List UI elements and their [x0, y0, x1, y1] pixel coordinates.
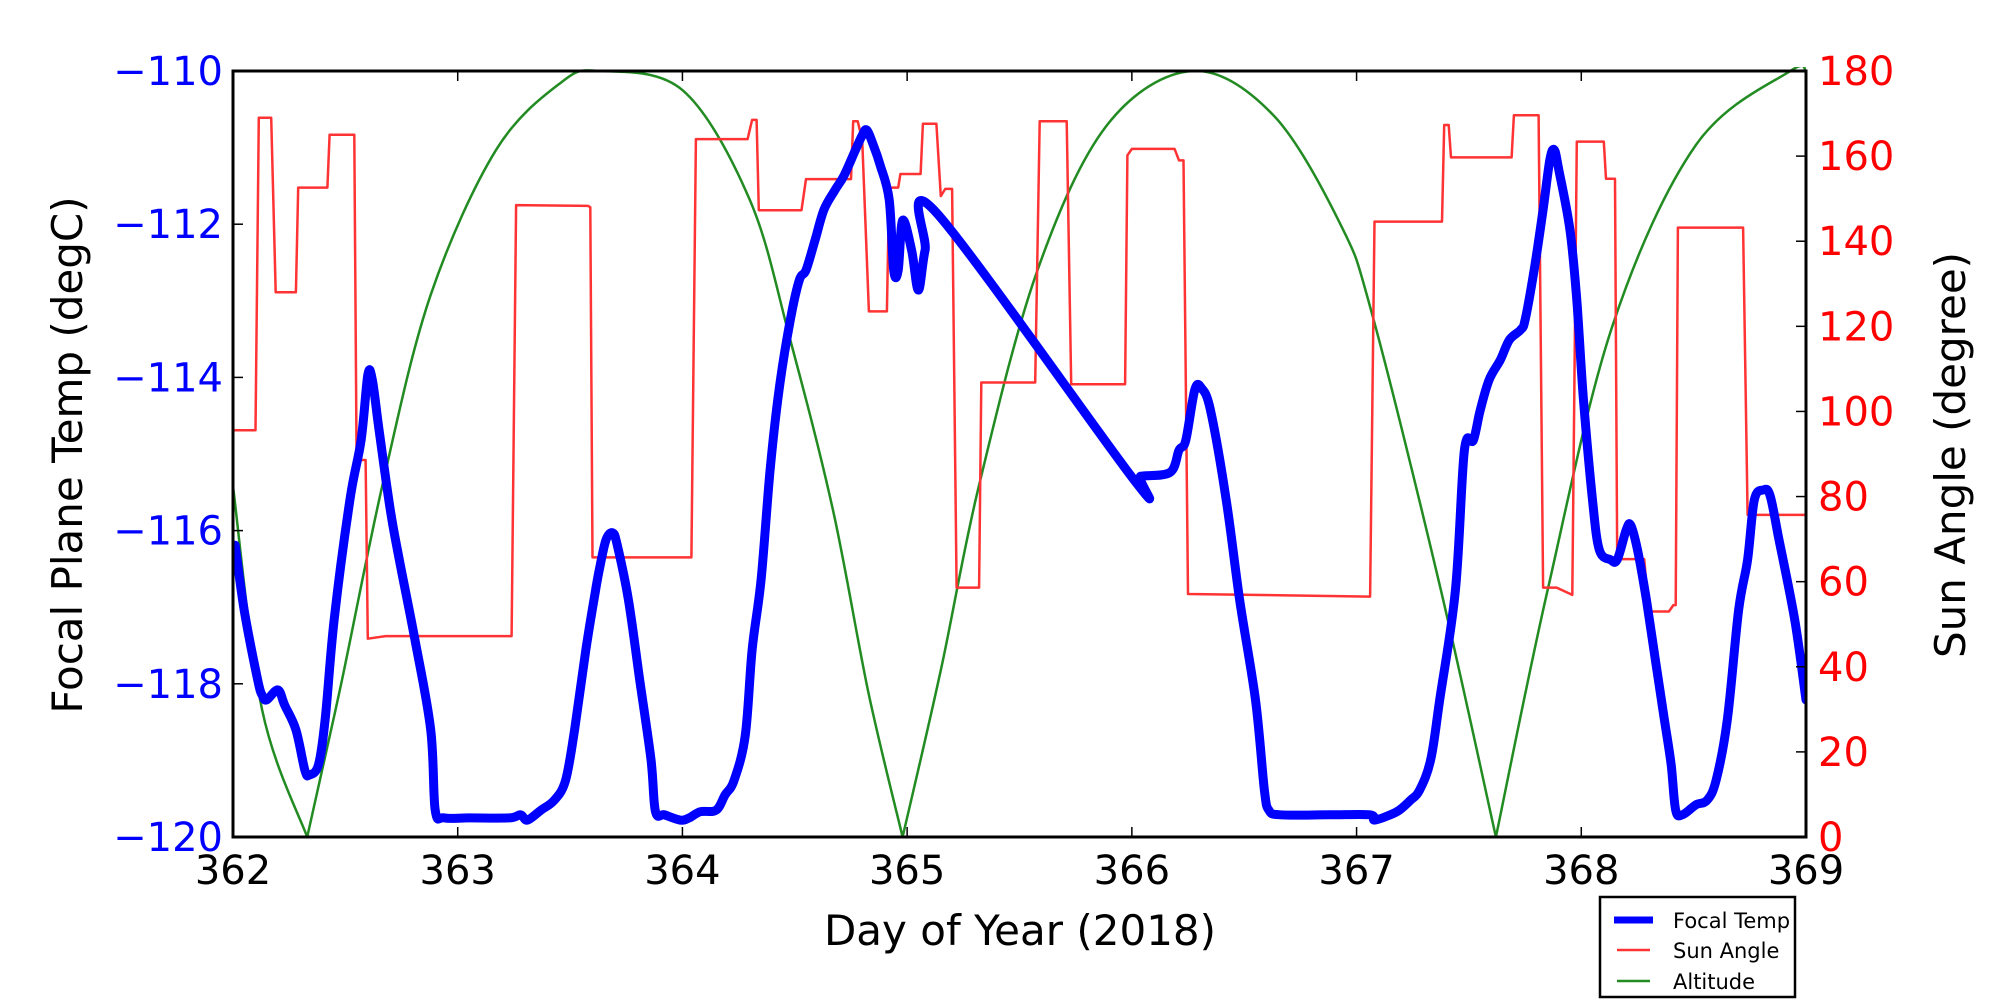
- y-tick-label-right: 140: [1818, 219, 1894, 265]
- y-tick-label-right: 180: [1818, 49, 1894, 95]
- series-layer: [233, 67, 1806, 839]
- legend-label-altitude: Altitude: [1673, 970, 1755, 994]
- y-tick-label-right: 60: [1818, 560, 1869, 606]
- legend: Focal Temp Sun Angle Altitude: [1598, 895, 1797, 999]
- y-axis-label-left: Focal Plane Temp (degC): [43, 196, 92, 713]
- plot-frame: [231, 69, 1808, 839]
- x-tick-label: 367: [1318, 848, 1394, 894]
- legend-label-sun-angle: Sun Angle: [1673, 939, 1779, 963]
- ticks-layer: 362 363 364 365 366 367 368 369 −120 −118 −116 −114…: [113, 49, 1894, 894]
- y-tick-label-right: 40: [1818, 645, 1869, 691]
- x-tick-label: 366: [1094, 848, 1170, 894]
- y-tick-label-left: −116: [113, 509, 223, 555]
- y-tick-label-right: 100: [1818, 389, 1894, 435]
- x-tick-label: 368: [1543, 848, 1619, 894]
- legend-label-focal-temp: Focal Temp: [1673, 909, 1790, 933]
- series-line-focal-temp: [233, 125, 1806, 825]
- x-tick-label: 363: [420, 848, 496, 894]
- x-axis-label: Day of Year (2018): [824, 906, 1216, 955]
- y-tick-label-left: −114: [113, 355, 223, 401]
- x-tick-label: 365: [869, 848, 945, 894]
- y-tick-label-right: 20: [1818, 730, 1869, 776]
- y-tick-label-right: 160: [1818, 134, 1894, 180]
- y-tick-label-left: −110: [113, 49, 223, 95]
- x-tick-label: 369: [1768, 848, 1844, 894]
- y-tick-label-right: 80: [1818, 475, 1869, 521]
- y-tick-label-left: −112: [113, 202, 223, 248]
- y-axis-label-right: Sun Angle (degree): [1926, 252, 1975, 658]
- series-line-altitude: [233, 67, 1806, 839]
- y-tick-label-left: −120: [113, 815, 223, 861]
- x-tick-label: 362: [195, 848, 271, 894]
- y-tick-label-right: 120: [1818, 304, 1894, 350]
- series-line-sun-angle: [233, 114, 1806, 640]
- y-tick-label-right: 0: [1818, 815, 1843, 861]
- x-tick-label: 364: [644, 848, 720, 894]
- y-tick-label-left: −118: [113, 662, 223, 708]
